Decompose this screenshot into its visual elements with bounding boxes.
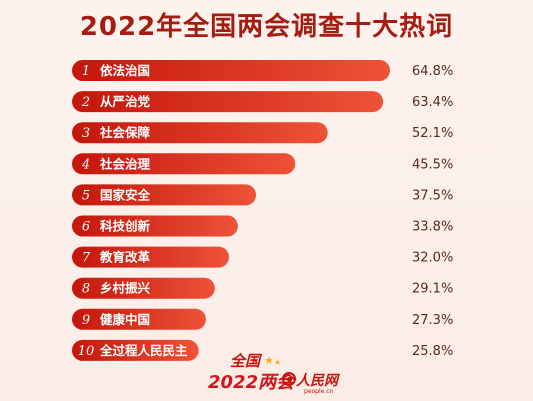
bar-1 (72, 60, 390, 81)
bar-label-5: 国家安全 (100, 187, 151, 202)
bar-rank-2: 2 (81, 95, 90, 110)
people-brand: 人民网 (296, 373, 338, 389)
value-label-2: 63.4% (412, 95, 453, 110)
bar-5 (72, 184, 257, 206)
bar-label-1: 依法治国 (100, 63, 150, 78)
value-label-10: 25.8% (412, 344, 453, 359)
bar-10 (72, 339, 199, 361)
bar-rank-10: 10 (78, 344, 95, 359)
bar-rank-7: 7 (82, 251, 91, 266)
bar-9 (72, 308, 206, 330)
bar-label-7: 教育改革 (99, 250, 151, 265)
bar-rank-1: 1 (82, 64, 90, 79)
people-url: people.cn (304, 388, 334, 395)
value-label-8: 29.1% (412, 282, 453, 297)
bar-6 (72, 215, 238, 237)
bar-label-2: 从严治党 (100, 94, 151, 109)
value-label-1: 64.8% (412, 64, 453, 79)
value-label-9: 27.3% (412, 313, 453, 328)
star-icon: ★ (274, 358, 282, 367)
bar-3 (72, 122, 328, 144)
value-label-4: 45.5% (412, 157, 453, 172)
bar-rank-8: 8 (82, 282, 90, 297)
bar-rank-4: 4 (81, 157, 90, 172)
lianghui-logo: 全国 ★ ★ 2022两会 人民网 people.cn (208, 348, 358, 400)
bar-rank-9: 9 (82, 313, 90, 328)
bar-label-9: 健康中国 (100, 312, 150, 327)
bar-label-8: 乡村振兴 (100, 281, 151, 296)
value-label-5: 37.5% (412, 188, 453, 203)
bar-label-3: 社会保障 (99, 125, 151, 140)
bar-rank-3: 3 (82, 126, 90, 141)
bar-rank-6: 6 (82, 220, 90, 235)
bar-8 (72, 277, 215, 299)
bar-label-6: 科技创新 (100, 219, 151, 234)
star-icon: ★ (264, 354, 274, 367)
bar-4 (72, 153, 296, 175)
value-label-7: 32.0% (412, 251, 453, 266)
bar-label-10: 全过程人民民主 (99, 343, 188, 358)
bar-rank-5: 5 (82, 188, 90, 203)
logo-year-text: 2022 (208, 372, 259, 393)
value-label-3: 52.1% (412, 126, 453, 141)
logo-top-text: 全国 (230, 352, 261, 370)
bar-7 (72, 246, 230, 268)
chart-title: 2022年全国两会调查十大热词 (79, 12, 454, 42)
logo-year: 2022两会 (208, 368, 294, 394)
bar-2 (72, 91, 384, 113)
people-logo-icon (282, 372, 296, 386)
bar-label-4: 社会治理 (99, 156, 151, 171)
value-label-6: 33.8% (412, 220, 453, 235)
